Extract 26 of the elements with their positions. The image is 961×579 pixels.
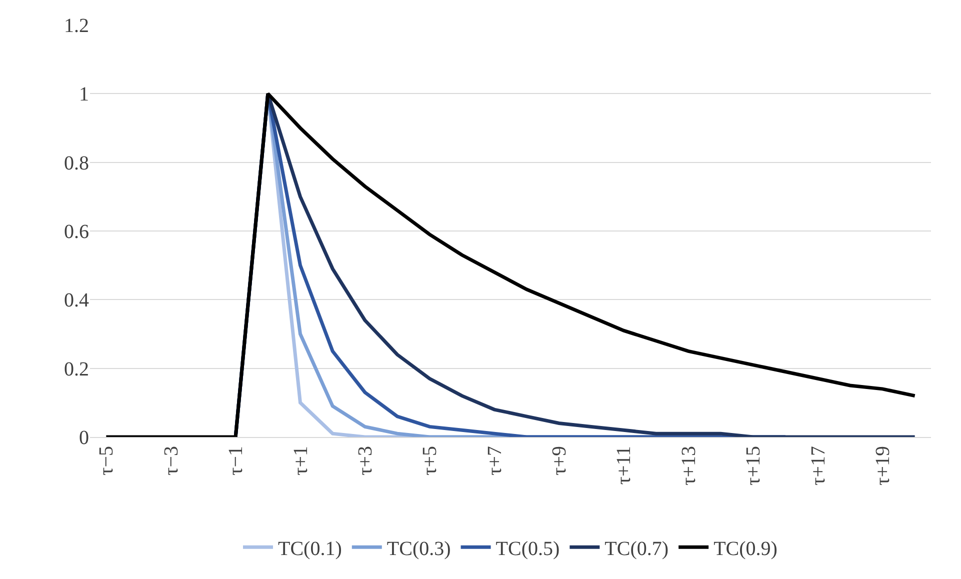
x-tick-label: τ+1	[290, 446, 312, 476]
line-series	[104, 92, 917, 437]
y-tick-label: 0.2	[64, 358, 89, 380]
y-tick-label: 0	[79, 427, 89, 449]
legend-label: TC(0.3)	[386, 538, 451, 560]
y-tick-label: 1.2	[64, 15, 89, 37]
legend-label: TC(0.7)	[604, 538, 669, 560]
x-tick-label: τ+3	[354, 446, 376, 476]
x-tick-label: τ+9	[548, 446, 571, 476]
x-tick-label: τ−1	[225, 446, 248, 476]
legend-label: TC(0.5)	[496, 538, 560, 560]
x-tick-label: τ−3	[160, 446, 182, 476]
y-tick-label: 0.8	[64, 152, 89, 174]
x-tick-label: τ+15	[742, 446, 765, 486]
x-tick-label: τ+17	[807, 446, 830, 486]
legend-label: TC(0.1)	[278, 538, 342, 560]
x-tick-label: τ−5	[96, 446, 118, 476]
x-tick-label: τ+13	[678, 446, 700, 486]
x-tick-label: τ+19	[872, 446, 894, 486]
x-tick-label: τ+5	[419, 446, 442, 476]
y-tick-label: 0.6	[64, 221, 89, 243]
y-tick-label: 1	[79, 84, 89, 106]
x-tick-label: τ+11	[613, 446, 636, 485]
y-tick-label: 0.4	[64, 290, 89, 312]
legend-label: TC(0.9)	[714, 538, 778, 560]
x-tick-label: τ+7	[484, 446, 506, 476]
